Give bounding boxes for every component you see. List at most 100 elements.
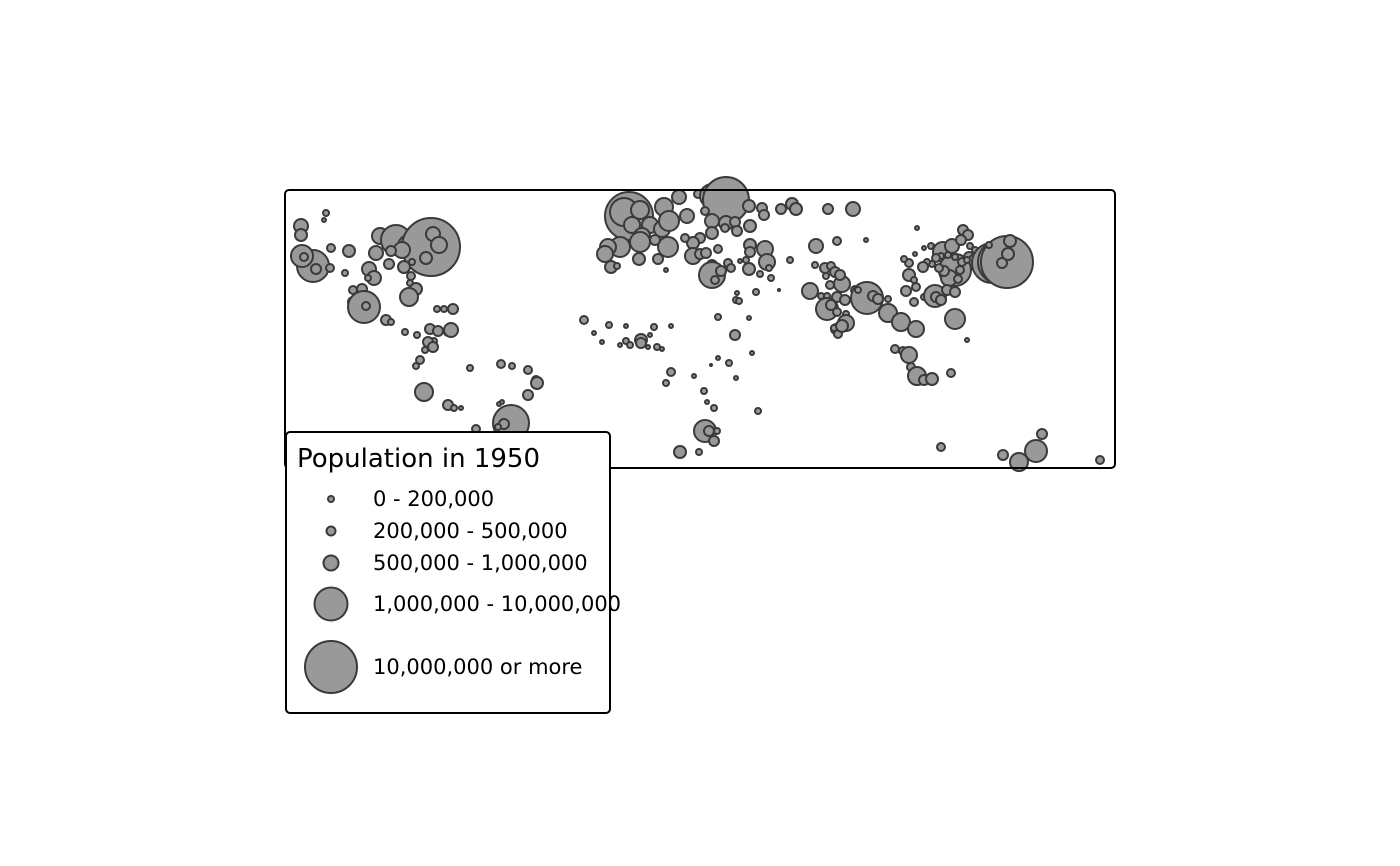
city-symbol: [900, 285, 912, 297]
city-symbol: [917, 261, 929, 273]
city-symbol: [1009, 452, 1029, 472]
city-symbol: [383, 258, 395, 270]
city-symbol: [605, 321, 613, 329]
city-symbol: [953, 274, 963, 284]
legend-box: [285, 431, 611, 714]
city-symbol: [679, 208, 695, 224]
city-symbol: [432, 325, 444, 337]
city-symbol: [704, 399, 710, 405]
legend-title: Population in 1950: [297, 444, 540, 474]
city-symbol: [1003, 234, 1017, 248]
city-symbol: [832, 236, 842, 246]
legend-label-class-3: 500,000 - 1,000,000: [373, 551, 588, 575]
city-symbol: [767, 274, 775, 282]
city-symbol: [662, 379, 670, 387]
city-symbol: [729, 329, 741, 341]
city-symbol: [427, 341, 439, 353]
city-symbol: [854, 286, 862, 294]
legend-symbol-class-3: [322, 554, 340, 572]
city-symbol: [599, 339, 605, 345]
city-symbol: [691, 373, 697, 379]
city-symbol: [494, 423, 502, 431]
city-symbol: [834, 269, 846, 281]
city-symbol: [912, 251, 918, 257]
city-symbol: [401, 328, 409, 336]
city-symbol: [635, 337, 647, 349]
city-symbol: [997, 449, 1009, 461]
city-symbol: [946, 368, 956, 378]
city-symbol: [704, 213, 720, 229]
city-symbol: [822, 272, 830, 280]
city-symbol: [440, 305, 448, 313]
city-symbol: [623, 216, 641, 234]
city-symbol: [325, 263, 335, 273]
city-symbol: [629, 231, 651, 253]
city-symbol: [496, 359, 506, 369]
city-symbol: [720, 223, 730, 233]
city-symbol: [650, 323, 658, 331]
city-symbol: [914, 225, 920, 231]
city-symbol: [613, 262, 621, 270]
city-symbol: [715, 355, 721, 361]
city-symbol: [705, 226, 719, 240]
city-symbol: [397, 260, 411, 274]
city-symbol: [447, 303, 459, 315]
city-symbol: [700, 247, 712, 259]
legend-label-class-5: 10,000,000 or more: [373, 655, 582, 679]
city-symbol: [733, 375, 739, 381]
city-symbol: [731, 225, 743, 237]
city-symbol: [808, 238, 824, 254]
city-symbol: [863, 237, 869, 243]
city-symbol: [891, 312, 911, 332]
city-symbol: [387, 318, 395, 326]
city-symbol: [786, 256, 794, 264]
city-symbol: [966, 242, 974, 250]
city-symbol: [652, 253, 664, 265]
city-symbol: [944, 238, 960, 254]
city-symbol: [433, 305, 441, 313]
city-symbol: [715, 265, 727, 277]
city-symbol: [645, 344, 651, 350]
city-symbol: [746, 315, 752, 321]
city-symbol: [985, 241, 993, 249]
legend-label-class-4: 1,000,000 - 10,000,000: [373, 592, 621, 616]
city-symbol: [964, 337, 970, 343]
city-symbol: [801, 282, 819, 300]
city-symbol: [657, 236, 679, 258]
city-symbol: [765, 264, 773, 272]
city-symbol: [996, 257, 1008, 269]
city-symbol: [749, 350, 755, 356]
city-symbol: [944, 251, 952, 259]
city-symbol: [949, 286, 961, 298]
city-symbol: [623, 323, 629, 329]
city-symbol: [700, 387, 708, 395]
city-symbol: [789, 202, 803, 216]
legend-symbol-class-4: [313, 586, 349, 622]
city-symbol: [680, 233, 690, 243]
city-symbol: [825, 299, 837, 311]
city-symbol: [663, 267, 669, 273]
legend-label-class-2: 200,000 - 500,000: [373, 519, 568, 543]
city-symbol: [1001, 247, 1015, 261]
city-symbol: [414, 382, 434, 402]
map-frame: [284, 189, 1116, 469]
city-symbol: [936, 442, 946, 452]
city-symbol: [845, 201, 861, 217]
city-symbol: [579, 315, 589, 325]
city-symbol: [668, 323, 674, 329]
city-symbol: [714, 313, 722, 321]
city-symbol: [822, 203, 834, 215]
city-symbol: [775, 203, 787, 215]
city-symbol: [709, 363, 713, 367]
city-symbol: [626, 341, 634, 349]
city-symbol: [341, 269, 349, 277]
city-symbol: [951, 253, 959, 261]
city-symbol: [508, 362, 516, 370]
city-symbol: [925, 372, 939, 386]
city-symbol: [955, 265, 965, 275]
city-symbol: [963, 256, 971, 264]
city-symbol: [944, 308, 966, 330]
legend-label-class-1: 0 - 200,000: [373, 487, 494, 511]
city-symbol: [342, 244, 356, 258]
city-symbol: [658, 210, 680, 232]
